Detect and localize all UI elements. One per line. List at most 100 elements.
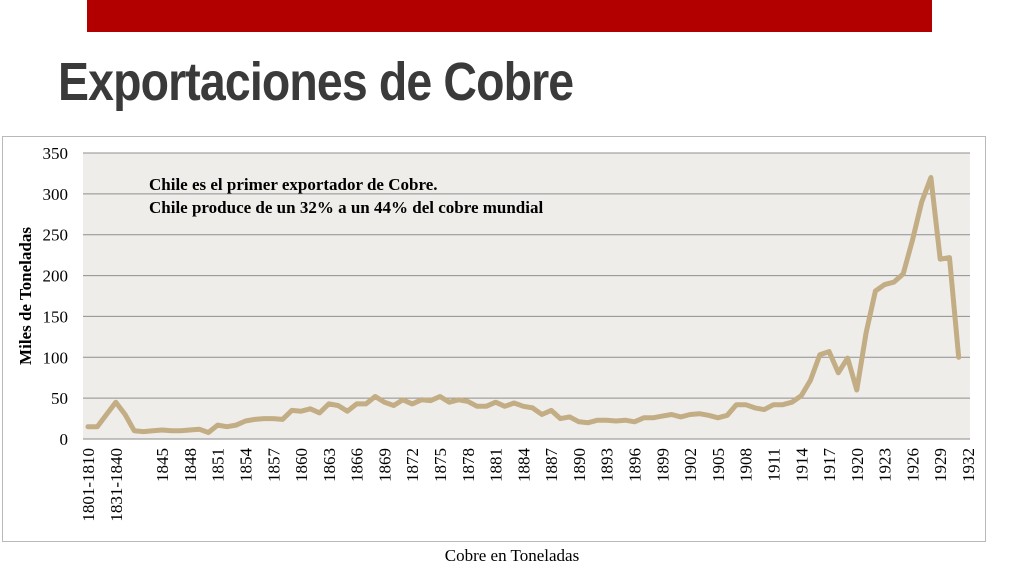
x-tick-label: 1857 — [264, 448, 283, 483]
data-point — [150, 428, 155, 433]
data-point — [827, 349, 832, 354]
data-point — [771, 402, 776, 407]
data-point — [317, 410, 322, 415]
data-point — [956, 355, 961, 360]
data-point — [947, 255, 952, 260]
x-tick-label: 1866 — [348, 448, 367, 482]
x-tick-label: 1914 — [792, 448, 811, 483]
data-point — [604, 418, 609, 423]
data-point — [725, 413, 730, 418]
data-point — [123, 412, 128, 417]
data-point — [614, 419, 618, 423]
data-point — [336, 403, 341, 408]
data-point — [651, 415, 656, 420]
x-tick-label: 1908 — [737, 448, 756, 482]
data-point — [919, 200, 924, 204]
data-point — [326, 401, 331, 406]
data-point — [308, 406, 313, 411]
data-point — [901, 271, 906, 276]
data-point — [215, 423, 220, 428]
data-point — [836, 370, 841, 375]
data-point — [502, 404, 507, 409]
data-point — [104, 412, 109, 417]
series-layer — [85, 175, 962, 435]
data-point — [882, 282, 887, 287]
data-point — [252, 417, 257, 422]
data-point — [271, 416, 276, 421]
data-point — [864, 330, 869, 335]
data-point — [95, 424, 100, 429]
x-tick-label: 1911 — [764, 448, 783, 481]
x-tick-label: 1926 — [903, 448, 922, 482]
data-point — [197, 427, 202, 432]
data-point — [669, 412, 674, 417]
x-tick-label: 1893 — [598, 448, 617, 482]
data-point — [780, 402, 785, 407]
data-point — [493, 400, 498, 405]
data-point — [873, 289, 878, 294]
x-tick-label: 1890 — [570, 448, 589, 482]
data-point — [391, 403, 396, 408]
x-tick-label: 1831-1840 — [107, 448, 126, 522]
data-point — [86, 424, 90, 429]
x-tick-labels: 1801-1810 1831-1840 1845 1848 1851 1854 1857 18… — [79, 448, 978, 522]
plot-area — [83, 153, 970, 439]
x-axis-title: Cobre en Toneladas — [444, 546, 580, 565]
data-point — [160, 428, 165, 432]
y-tick-label: 0 — [60, 430, 69, 449]
data-point — [799, 393, 804, 398]
x-tick-label: 1845 — [153, 448, 172, 482]
y-tick-label: 250 — [43, 226, 69, 245]
x-tick-label: 1902 — [681, 448, 700, 482]
x-tick-label: 1905 — [709, 448, 728, 482]
data-point — [743, 402, 748, 407]
data-point — [169, 428, 174, 433]
data-point — [243, 419, 248, 423]
y-tick-label: 50 — [51, 389, 68, 408]
data-point — [438, 394, 442, 399]
data-point — [465, 399, 470, 404]
data-point — [521, 404, 526, 409]
data-point — [706, 413, 711, 418]
data-point — [641, 415, 646, 420]
data-point — [938, 257, 943, 262]
data-point — [928, 175, 933, 180]
data-point — [447, 400, 452, 405]
data-point — [808, 378, 813, 383]
data-point — [734, 402, 739, 407]
x-tick-label: 1881 — [487, 448, 506, 482]
data-point — [206, 430, 211, 435]
x-tick-label: 1929 — [931, 448, 950, 482]
x-tick-label: 1878 — [459, 448, 478, 482]
data-point — [475, 404, 480, 409]
data-point — [715, 415, 720, 420]
data-point — [382, 400, 387, 405]
data-point — [224, 424, 229, 429]
y-tick-label: 200 — [43, 267, 69, 286]
data-point — [132, 428, 137, 433]
x-tick-label: 1932 — [959, 448, 978, 482]
slide-title: Exportaciones de Cobre — [58, 52, 574, 112]
data-point — [752, 405, 757, 410]
y-tick-label: 350 — [43, 144, 69, 163]
data-point — [762, 407, 767, 412]
x-tick-label: 1863 — [320, 448, 339, 482]
y-tick-label: 100 — [43, 348, 69, 367]
data-point — [113, 400, 118, 405]
data-point — [790, 400, 794, 405]
data-point — [549, 408, 554, 413]
data-point — [910, 238, 915, 243]
data-point — [854, 388, 859, 392]
x-tick-label: 1854 — [236, 448, 255, 483]
top-accent-bar — [87, 0, 932, 32]
data-point — [845, 356, 850, 361]
x-tick-label: 1896 — [626, 448, 645, 482]
x-tick-label: 1869 — [375, 448, 394, 482]
data-point — [373, 394, 378, 399]
data-point — [289, 408, 294, 413]
x-tick-label: 1887 — [542, 448, 561, 483]
data-point — [234, 423, 239, 428]
x-tick-label: 1917 — [820, 448, 839, 483]
data-point — [678, 414, 683, 419]
annotation-line-2: Chile produce de un 32% a un 44% del cob… — [149, 198, 543, 217]
